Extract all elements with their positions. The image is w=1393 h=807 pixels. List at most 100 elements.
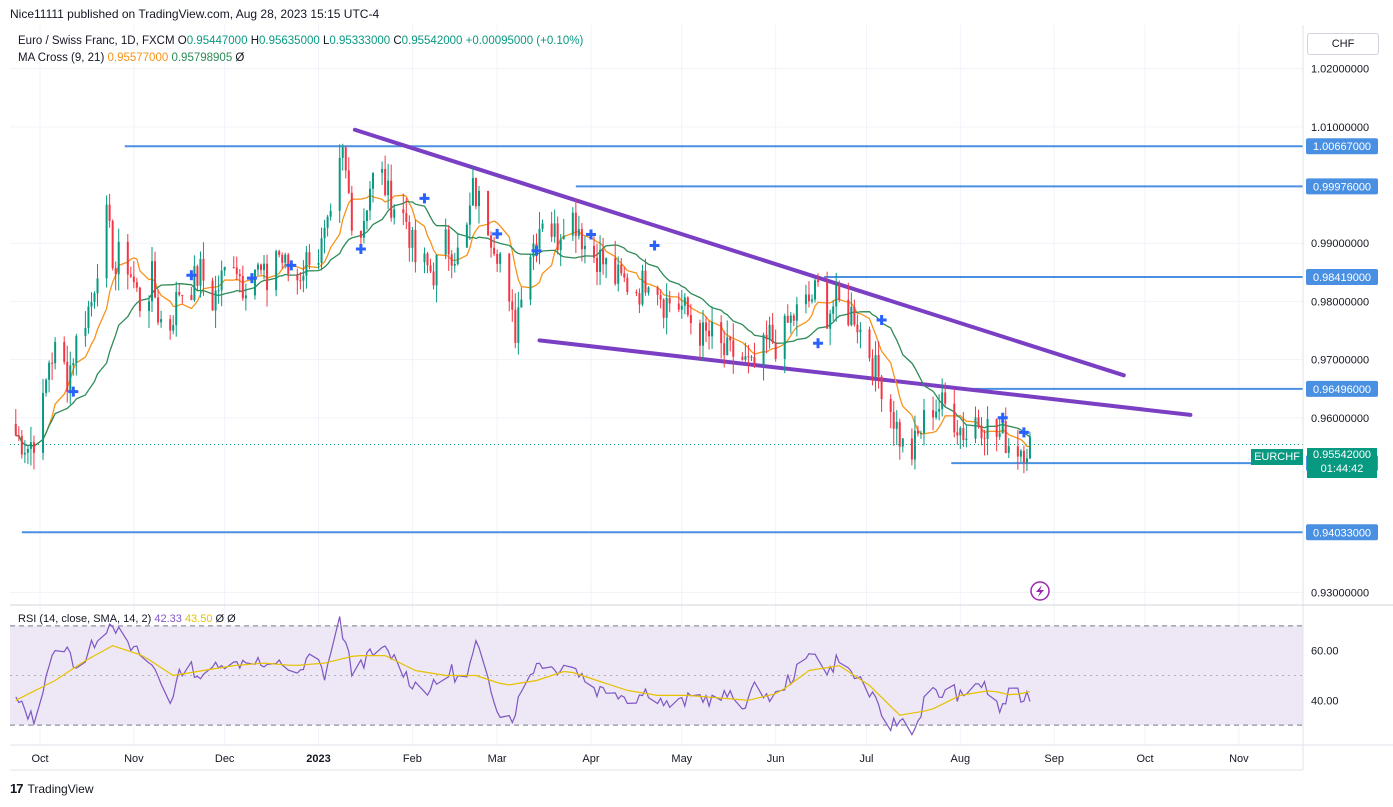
candle-body	[571, 212, 574, 236]
candle-body	[953, 403, 956, 433]
current-price: 0.95542000	[1312, 449, 1372, 461]
ma-cross-marker	[246, 273, 257, 284]
candle-body	[538, 228, 541, 249]
candle-body	[1028, 436, 1031, 459]
candle-body	[435, 254, 438, 286]
candle-body	[744, 356, 747, 360]
candle-body	[804, 294, 807, 305]
candle-body	[596, 257, 599, 273]
candle-body	[66, 361, 69, 392]
candle-body	[487, 190, 490, 236]
lightning-icon-bolt	[1036, 585, 1044, 597]
candle-body	[838, 284, 841, 300]
close-label: C	[393, 35, 402, 47]
candle-body	[135, 282, 138, 288]
candle-body	[477, 190, 480, 207]
candle-body	[986, 419, 989, 439]
candle-body	[659, 294, 662, 300]
candle-body	[792, 315, 795, 321]
candle-body	[980, 425, 983, 439]
candle-body	[447, 229, 450, 255]
candle-body	[983, 438, 986, 440]
candle-body	[686, 297, 689, 315]
candle-body	[365, 210, 368, 222]
rsi-y-tick-label: 40.00	[1311, 695, 1339, 707]
y-tick-label: 0.93000000	[1311, 587, 1369, 599]
ma-cross-marker	[355, 244, 366, 255]
lightning-icon[interactable]	[1030, 581, 1050, 601]
candle-body	[617, 264, 620, 284]
y-tick-label: 1.01000000	[1311, 122, 1369, 134]
level-price-tag	[1306, 524, 1378, 541]
candle-body	[977, 417, 980, 426]
candle-body	[932, 410, 935, 418]
candle-body	[835, 284, 838, 307]
rsi-y-tick-label: 60.00	[1311, 646, 1339, 658]
candle-body	[765, 334, 768, 340]
candle-body	[898, 421, 901, 447]
candle-body	[702, 322, 704, 346]
candle-body	[1022, 450, 1025, 463]
candle-body	[605, 258, 608, 265]
candle-body	[320, 238, 323, 263]
level-price-label: 0.98419000	[1313, 272, 1371, 284]
rsi-visibility-icon[interactable]: Ø	[215, 613, 225, 625]
candle-body	[807, 294, 810, 302]
candle-body	[344, 147, 347, 171]
candle-body	[786, 315, 789, 323]
candle-body	[217, 290, 220, 292]
candle-body	[871, 358, 874, 379]
candle-body	[768, 324, 771, 340]
symbol-legend: Euro / Swiss Franc, 1D, FXCM O0.95447000…	[18, 35, 583, 47]
candle-body	[263, 263, 266, 271]
candle-body	[741, 356, 744, 360]
candle-body	[556, 223, 559, 251]
candle-body	[623, 273, 626, 278]
candle-body	[347, 170, 350, 193]
published-by-header: Nice11111 published on TradingView.com, …	[10, 7, 380, 21]
candle-body	[302, 275, 305, 281]
candle-body	[468, 205, 471, 225]
candle-body	[193, 266, 196, 301]
candle-body	[677, 303, 680, 310]
candle-body	[211, 280, 214, 311]
ma-cross-marker	[997, 412, 1008, 423]
ticker-tag: EURCHF	[1251, 449, 1303, 465]
candle-body	[72, 363, 75, 366]
candle-body	[423, 253, 426, 263]
currency-button[interactable]: CHF	[1307, 33, 1379, 55]
candle-body	[260, 264, 262, 271]
candle-body	[620, 264, 623, 274]
candle-body	[998, 433, 1001, 437]
ma-visibility-icon[interactable]: Ø	[235, 52, 245, 64]
candle-body	[562, 235, 565, 240]
rsi-settings-icon[interactable]: Ø	[227, 613, 236, 625]
candle-body	[720, 322, 723, 344]
candle-body	[414, 229, 417, 263]
candle-body	[965, 438, 968, 441]
candle-body	[732, 340, 735, 357]
axes: Oct Nov Dec 2023 Feb Mar Apr May Jun Jul Aug Sep Oct…	[10, 25, 1393, 771]
candle-body	[275, 251, 278, 291]
rsi-sma-value: 43.50	[184, 613, 213, 625]
ma-slow-line	[15, 200, 1031, 447]
x-tick-label: Feb	[403, 753, 422, 765]
candle-body	[517, 307, 520, 343]
candle-body	[402, 209, 405, 214]
high-value: 0.95635000	[259, 35, 320, 47]
candle-body	[232, 266, 235, 268]
ma-cross-marker	[649, 240, 660, 251]
candle-body	[48, 362, 51, 380]
candle-body	[726, 337, 729, 356]
footer-brand[interactable]: 17 TradingView	[10, 781, 94, 796]
x-tick-label: Apr	[582, 753, 599, 765]
candle-body	[750, 356, 753, 358]
candle-body	[471, 177, 474, 206]
candle-body	[889, 399, 892, 412]
candle-body	[108, 204, 111, 221]
ma-cross-marker	[492, 228, 503, 239]
y-tick-label: 0.99000000	[1311, 238, 1369, 250]
candle-body	[1016, 446, 1019, 457]
close-value: 0.95542000	[401, 35, 463, 47]
